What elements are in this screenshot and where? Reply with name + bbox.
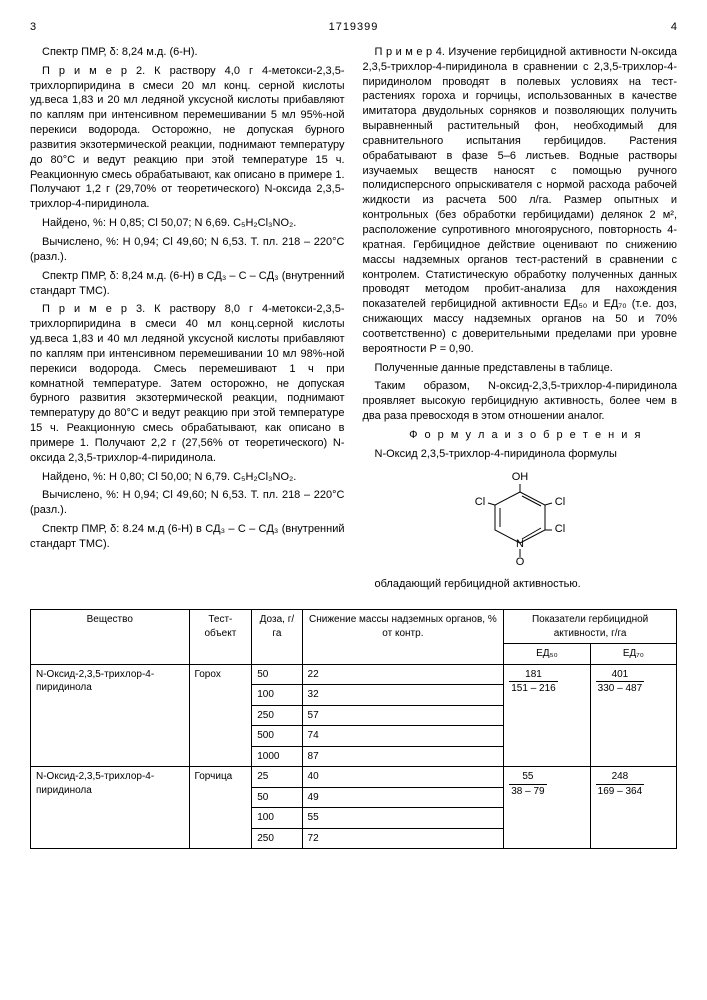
table-cell: 22: [302, 664, 504, 685]
table-cell: 100: [252, 808, 302, 829]
table-cell: 57: [302, 705, 504, 726]
page-number-right: 4: [671, 20, 677, 35]
table-cell: Горох: [189, 664, 252, 767]
table-cell: 49: [302, 787, 504, 808]
paragraph: П р и м е р 4. Изучение гербицидной акти…: [363, 45, 678, 357]
table-cell: 55: [302, 808, 504, 829]
table-cell: 50: [252, 787, 302, 808]
two-column-text: Спектр ПМР, δ: 8,24 м.д. (6-H). П р и м …: [30, 45, 677, 596]
table-cell: 32: [302, 685, 504, 706]
table-header-cell: ЕД₅₀: [504, 644, 590, 665]
table-cell: 500: [252, 726, 302, 747]
table-cell: 181151 – 216: [504, 664, 590, 767]
table-header-cell: Снижение массы надземных органов, % от к…: [302, 610, 504, 665]
column-right: П р и м е р 4. Изучение гербицидной акти…: [363, 45, 678, 596]
table-header-cell: Показатели гербицидной активности, г/га: [504, 610, 677, 644]
table-cell: Горчица: [189, 767, 252, 849]
chemical-structure: OH Cl Cl Cl N O: [363, 470, 678, 569]
table-cell: 40: [302, 767, 504, 788]
table-cell: 100: [252, 685, 302, 706]
paragraph: Найдено, %: H 0,85; Cl 50,07; N 6,69. C₅…: [30, 216, 345, 231]
table-cell: 248169 – 364: [590, 767, 676, 849]
paragraph: Найдено, %: H 0,80; Cl 50,00; N 6,79. C₅…: [30, 470, 345, 485]
paragraph: N-Оксид 2,3,5-трихлор-4-пиридинола форму…: [363, 447, 678, 462]
claim-title: Ф о р м у л а и з о б р е т е н и я: [363, 428, 678, 443]
svg-text:Cl: Cl: [475, 496, 485, 508]
paragraph: Полученные данные представлены в таблице…: [363, 361, 678, 376]
table-cell: 74: [302, 726, 504, 747]
table-row: N-Оксид-2,3,5-трихлор-4-пиридинолаГорчиц…: [31, 767, 677, 788]
paragraph: Спектр ПМР, δ: 8,24 м.д. (6-H) в CД₃ – C…: [30, 269, 345, 299]
table-header-cell: Вещество: [31, 610, 190, 665]
table-cell: 72: [302, 828, 504, 849]
paragraph: обладающий гербицидной активностью.: [363, 577, 678, 592]
paragraph: Спектр ПМР, δ: 8,24 м.д. (6-H).: [30, 45, 345, 60]
table-header-cell: Доза, г/га: [252, 610, 302, 665]
patent-number: 1719399: [329, 20, 379, 35]
table-cell: 25: [252, 767, 302, 788]
paragraph: Спектр ПМР, δ: 8.24 м.д (6-H) в CД₃ – C …: [30, 522, 345, 552]
svg-text:O: O: [515, 556, 524, 565]
page-number-left: 3: [30, 20, 36, 35]
table-cell: 401330 – 487: [590, 664, 676, 767]
svg-text:Cl: Cl: [555, 523, 565, 535]
paragraph: П р и м е р 2. К раствору 4,0 г 4-метокс…: [30, 64, 345, 212]
column-left: Спектр ПМР, δ: 8,24 м.д. (6-H). П р и м …: [30, 45, 345, 596]
table-cell: 250: [252, 705, 302, 726]
table-cell: 87: [302, 746, 504, 767]
table-header-cell: Тест-объект: [189, 610, 252, 665]
svg-text:N: N: [516, 538, 524, 550]
atom-label: OH: [512, 471, 529, 483]
table-header: Вещество Тест-объект Доза, г/га Снижение…: [31, 610, 677, 665]
table-header-cell: ЕД₇₀: [590, 644, 676, 665]
table-cell: 1000: [252, 746, 302, 767]
table-cell: 250: [252, 828, 302, 849]
table-row: N-Оксид-2,3,5-трихлор-4-пиридинолаГорох5…: [31, 664, 677, 685]
table-cell: N-Оксид-2,3,5-трихлор-4-пиридинола: [31, 664, 190, 767]
svg-text:Cl: Cl: [555, 496, 565, 508]
table-body: N-Оксид-2,3,5-трихлор-4-пиридинолаГорох5…: [31, 664, 677, 849]
herbicide-data-table: Вещество Тест-объект Доза, г/га Снижение…: [30, 609, 677, 849]
paragraph: Таким образом, N-оксид-2,3,5-трихлор-4-п…: [363, 379, 678, 424]
paragraph: П р и м е р 3. К раствору 8,0 г 4-метокс…: [30, 302, 345, 465]
table-cell: 5538 – 79: [504, 767, 590, 849]
table-cell: 50: [252, 664, 302, 685]
paragraph: Вычислено, %: H 0,94; Cl 49,60; N 6,53. …: [30, 488, 345, 518]
page-header: 3 1719399 4: [30, 20, 677, 35]
paragraph: Вычислено, %: H 0,94; Cl 49,60; N 6,53. …: [30, 235, 345, 265]
table-cell: N-Оксид-2,3,5-трихлор-4-пиридинола: [31, 767, 190, 849]
